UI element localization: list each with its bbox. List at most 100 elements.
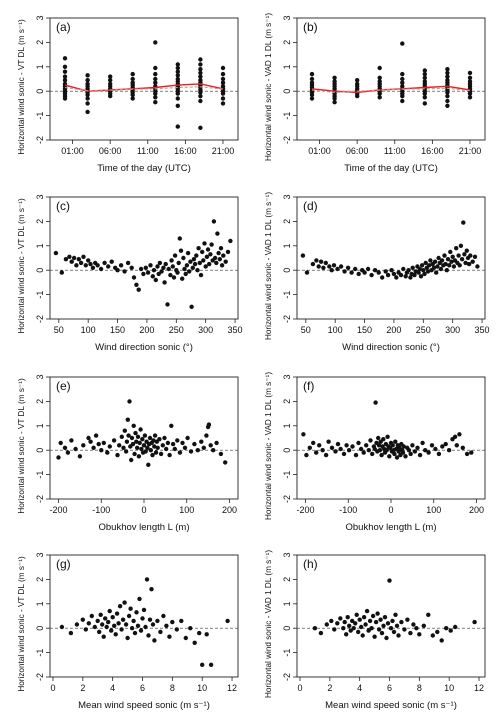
data-point	[167, 452, 172, 458]
data-point	[367, 618, 373, 624]
data-point	[65, 450, 71, 455]
data-point	[220, 76, 226, 82]
data-point	[123, 449, 129, 454]
data-point	[132, 630, 138, 636]
data-point	[153, 100, 158, 105]
data-point	[59, 270, 64, 275]
data-point	[122, 600, 127, 605]
data-point	[390, 618, 395, 624]
data-point	[401, 266, 406, 272]
x-tick-label: -100	[339, 505, 357, 515]
data-point	[448, 628, 453, 633]
data-point	[400, 450, 406, 455]
data-point	[174, 627, 179, 632]
data-point	[470, 259, 475, 264]
data-point	[81, 254, 86, 259]
data-point	[345, 265, 351, 270]
x-tick-label: 11:00	[137, 146, 159, 156]
data-point	[206, 422, 212, 427]
data-point	[389, 268, 394, 273]
x-tick-label: 150	[357, 325, 372, 335]
data-point	[211, 219, 217, 224]
x-tick-label: 250	[169, 325, 184, 335]
data-point	[228, 238, 233, 244]
data-point	[198, 67, 203, 72]
data-point	[377, 91, 382, 96]
y-tick-label: -2	[35, 673, 45, 681]
data-point	[86, 258, 91, 263]
data-point	[131, 618, 136, 624]
data-point	[475, 264, 480, 269]
data-point	[391, 629, 397, 635]
x-axis-label: Wind direction sonic (°)	[95, 342, 193, 353]
data-point	[212, 255, 218, 261]
data-point	[309, 76, 315, 82]
y-tick-label: -2	[282, 673, 292, 681]
y-tick-label: -1	[35, 112, 45, 120]
data-point	[134, 282, 139, 287]
data-point	[466, 261, 472, 267]
data-point	[359, 624, 364, 630]
data-point	[153, 71, 158, 77]
data-point	[150, 622, 156, 627]
data-point	[454, 443, 459, 448]
data-point	[85, 109, 90, 115]
data-point	[207, 261, 212, 267]
data-point	[195, 268, 200, 273]
y-tick-label: 0	[282, 626, 292, 631]
x-tick-label: 6	[140, 683, 145, 693]
data-point	[387, 454, 392, 459]
data-point	[348, 628, 353, 633]
data-point	[139, 446, 144, 452]
data-point	[164, 623, 169, 628]
data-point	[165, 440, 171, 446]
x-tick-label: 10	[444, 683, 454, 693]
data-point	[223, 259, 228, 264]
data-point	[128, 606, 133, 611]
data-point	[342, 619, 347, 625]
data-point	[167, 634, 172, 639]
data-point	[423, 448, 428, 453]
data-point	[317, 443, 322, 448]
data-point	[122, 428, 128, 433]
y-tick-label: 3	[282, 15, 292, 20]
data-point	[190, 265, 195, 270]
data-point	[137, 440, 142, 446]
data-point	[381, 437, 386, 442]
data-point	[464, 451, 470, 457]
data-point	[461, 220, 466, 225]
data-point	[124, 439, 130, 444]
data-point	[314, 450, 319, 455]
data-point	[130, 441, 136, 447]
data-point	[417, 266, 422, 272]
data-point	[420, 440, 425, 446]
data-point	[202, 241, 207, 246]
data-point	[76, 257, 82, 262]
x-tick-label: 0	[297, 683, 302, 693]
data-point	[423, 260, 428, 266]
data-point	[192, 261, 198, 267]
data-point	[468, 253, 473, 258]
data-point	[344, 632, 349, 637]
data-point	[217, 257, 222, 262]
data-point	[152, 444, 157, 449]
y-tick-label: 2	[35, 40, 45, 45]
data-point	[445, 74, 450, 79]
data-point	[177, 236, 182, 241]
data-point	[444, 626, 449, 631]
data-point	[138, 628, 144, 633]
data-point	[175, 270, 180, 275]
data-point	[105, 450, 110, 455]
data-point	[80, 617, 86, 622]
y-tick-label: 2	[35, 219, 45, 224]
y-tick-label: -2	[282, 495, 292, 503]
x-tick-label: 16:00	[421, 146, 444, 156]
data-point	[396, 449, 401, 454]
data-point	[172, 446, 177, 452]
data-point	[338, 616, 343, 621]
data-point	[344, 443, 349, 448]
data-point	[355, 93, 360, 99]
x-tick-label: 01:00	[61, 146, 84, 156]
plot-frame	[296, 17, 486, 141]
data-point	[414, 626, 419, 631]
